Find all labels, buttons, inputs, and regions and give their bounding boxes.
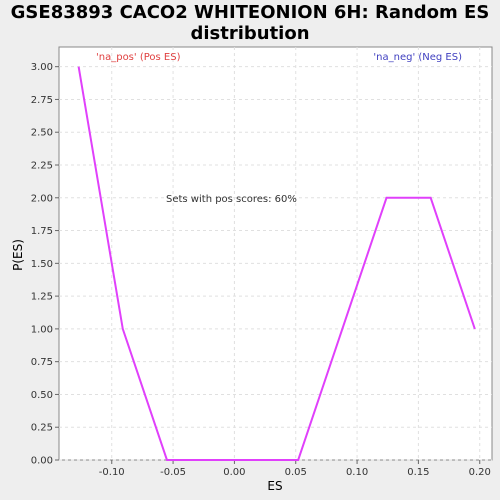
y-tick-label: 0.75 [31, 357, 53, 368]
x-axis-label: ES [267, 479, 282, 493]
y-axis-label: P(ES) [11, 239, 25, 271]
x-tick-label: 0.10 [346, 467, 368, 478]
x-axis-ticks: -0.10 -0.05 0.00 0.05 0.10 0.15 0.20 [99, 460, 491, 478]
y-tick-label: 2.00 [31, 193, 53, 204]
y-tick-label: 2.25 [31, 161, 53, 172]
series-line [77, 66, 476, 461]
grid [59, 47, 492, 461]
y-tick-label: 2.75 [31, 95, 53, 106]
y-tick-label: 1.25 [31, 292, 53, 303]
x-tick-label: 0.15 [407, 467, 429, 478]
x-tick-label: -0.10 [99, 467, 125, 478]
x-tick-label: -0.05 [160, 467, 186, 478]
y-tick-label: 3.00 [31, 62, 53, 73]
y-tick-label: 1.00 [31, 324, 53, 335]
y-tick-label: 0.00 [31, 456, 53, 467]
pos-scores-annotation: Sets with pos scores: 60% [166, 194, 297, 205]
y-tick-label: 0.25 [31, 423, 53, 434]
chart-title: GSE83893 CACO2 WHITEONION 6H: Random ES … [10, 2, 490, 44]
y-tick-label: 2.50 [31, 128, 53, 139]
y-tick-label: 1.50 [31, 259, 53, 270]
x-tick-label: 0.00 [223, 467, 245, 478]
y-tick-label: 0.50 [31, 390, 53, 401]
neg-es-label: 'na_neg' (Neg ES) [373, 52, 462, 63]
plot-area [58, 46, 493, 461]
x-tick-label: 0.05 [285, 467, 307, 478]
x-tick-label: 0.20 [469, 467, 491, 478]
y-tick-label: 1.75 [31, 226, 53, 237]
pos-es-label: 'na_pos' (Pos ES) [96, 52, 181, 63]
y-axis-ticks: 0.00 0.25 0.50 0.75 1.00 1.25 1.50 1.75 2.00 2.25… [31, 62, 59, 467]
